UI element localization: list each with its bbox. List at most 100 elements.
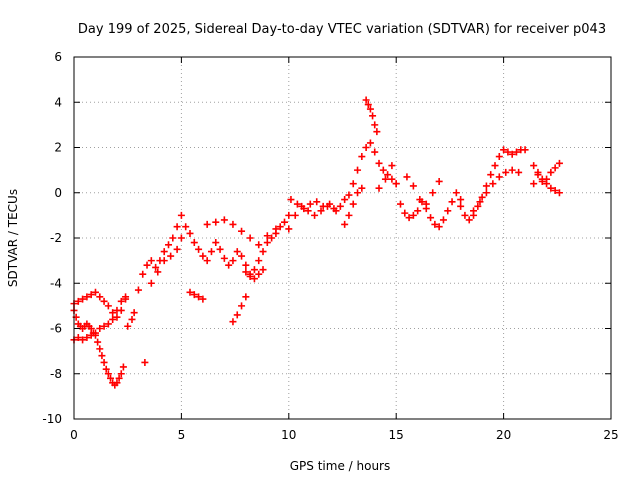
data-point [521,146,529,154]
data-point [100,358,108,366]
data-point [478,193,486,201]
data-point [199,295,207,303]
data-point [349,200,357,208]
data-point [457,202,465,210]
data-point [246,234,254,242]
data-point [104,302,112,310]
data-point [190,239,198,247]
data-point [173,223,181,231]
data-point [119,363,127,371]
data-point [109,309,117,317]
data-point [117,297,125,305]
data-point [409,211,417,219]
data-point [117,370,125,378]
data-point [107,374,115,382]
data-point [115,374,123,382]
data-point [369,112,377,120]
data-point [482,182,490,190]
data-point [396,200,404,208]
data-point [109,315,117,323]
x-axis-label: GPS time / hours [290,459,391,473]
data-point [250,275,258,283]
data-point [117,306,125,314]
data-point [113,379,121,387]
data-point [448,198,456,206]
data-point [381,175,389,183]
data-point [551,186,559,194]
data-point [495,153,503,161]
data-point [212,218,220,226]
data-point [130,309,138,317]
data-point [74,334,82,342]
data-point [429,189,437,197]
data-point [233,248,241,256]
data-point [392,180,400,188]
data-point [113,313,121,321]
data-point [349,180,357,188]
data-point [165,241,173,249]
data-point [500,146,508,154]
data-point [199,252,207,260]
data-point [551,164,559,172]
data-point [91,288,99,296]
data-point [272,225,280,233]
data-point [379,166,387,174]
data-point [250,266,258,274]
data-point [242,293,250,301]
data-point [154,268,162,276]
data-point [287,196,295,204]
data-point [160,248,168,256]
data-point [534,171,542,179]
data-point [259,248,267,256]
data-point [216,245,224,253]
y-tick-label: 6 [54,50,62,64]
data-point [190,291,198,299]
data-point [366,139,374,147]
data-point [177,211,185,219]
data-point [508,166,516,174]
data-point [96,293,104,301]
data-point [87,331,95,339]
chart-title: Day 199 of 2025, Sidereal Day-to-day VTE… [78,22,606,37]
data-point [242,268,250,276]
data-point [238,302,246,310]
data-point [94,338,102,346]
data-point [482,189,490,197]
data-point [332,207,340,215]
data-point [555,189,563,197]
axis-ticks: 0 5 10 15 20 25 -10 -8 -6 -4 -2 0 2 4 6 [42,50,618,442]
data-point [96,325,104,332]
data-point [341,220,349,228]
data-point [364,101,372,109]
data-point [122,295,130,303]
y-tick-label: 4 [54,95,62,109]
data-point [238,227,246,235]
data-point [487,171,495,179]
data-point [470,207,478,215]
data-point [79,336,87,344]
data-point [96,345,104,353]
data-point [375,184,383,192]
x-tick-label: 15 [389,428,404,442]
data-point [341,196,349,204]
data-point [291,211,299,219]
data-point [317,207,325,215]
data-point [508,150,516,158]
data-point [225,261,233,269]
data-point [186,288,194,296]
data-point [530,180,538,188]
data-point [435,223,443,231]
data-point [388,162,396,170]
data-point [491,162,499,170]
data-point [300,205,308,213]
data-point [311,211,319,219]
y-tick-label: -4 [50,276,62,290]
data-point [504,148,512,156]
data-point [354,189,362,197]
data-point [304,207,312,215]
data-point [319,202,327,210]
y-axis-label: SDTVAR / TECUs [6,189,20,287]
data-point [354,166,362,174]
data-point [495,173,503,181]
data-point [336,202,344,210]
